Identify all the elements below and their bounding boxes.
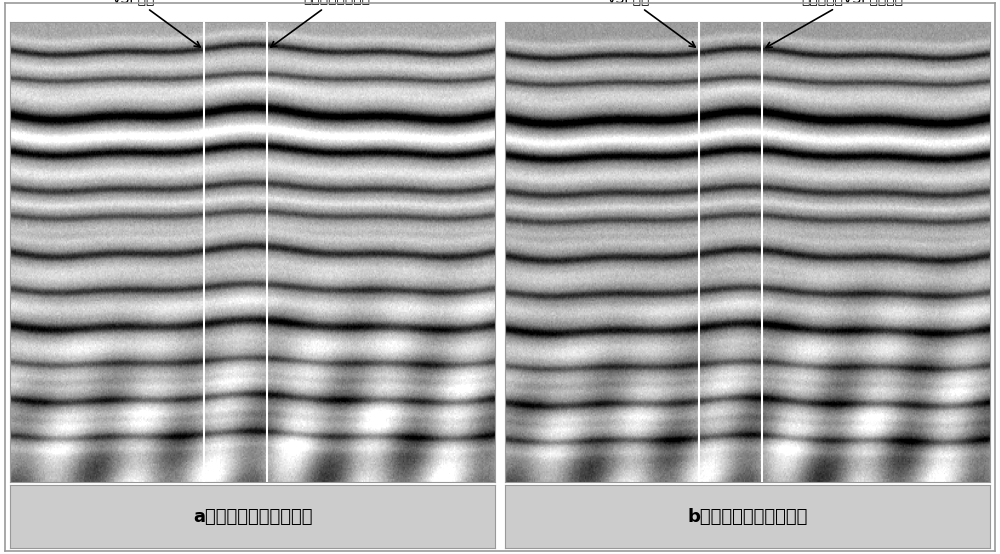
Text: a：校正前合成记录标定: a：校正前合成记录标定 <box>193 507 312 526</box>
Text: 合成记录（原始）: 合成记录（原始） <box>271 0 371 47</box>
Text: b：校正后合成记录标定: b：校正后合成记录标定 <box>687 507 808 526</box>
Text: VSP走廊: VSP走廊 <box>112 0 200 47</box>
Text: VSP走廊: VSP走廊 <box>607 0 695 47</box>
Text: 合成记录（VSP校正后）: 合成记录（VSP校正后） <box>766 0 903 48</box>
